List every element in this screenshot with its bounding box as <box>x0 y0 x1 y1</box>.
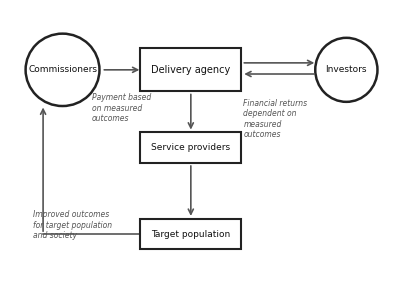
Text: Financial returns
dependent on
measured
outcomes: Financial returns dependent on measured … <box>243 99 307 139</box>
FancyBboxPatch shape <box>140 48 241 91</box>
Ellipse shape <box>26 34 100 106</box>
Text: Payment based
on measured
outcomes: Payment based on measured outcomes <box>92 93 151 123</box>
Text: Investors: Investors <box>326 65 367 74</box>
FancyBboxPatch shape <box>140 219 241 249</box>
Ellipse shape <box>315 38 377 102</box>
FancyBboxPatch shape <box>140 133 241 163</box>
Text: Improved outcomes
for target population
and society: Improved outcomes for target population … <box>33 211 113 240</box>
Text: Commissioners: Commissioners <box>28 65 97 74</box>
Text: Target population: Target population <box>151 230 230 239</box>
Text: Service providers: Service providers <box>151 143 230 152</box>
Text: Delivery agency: Delivery agency <box>151 65 230 75</box>
